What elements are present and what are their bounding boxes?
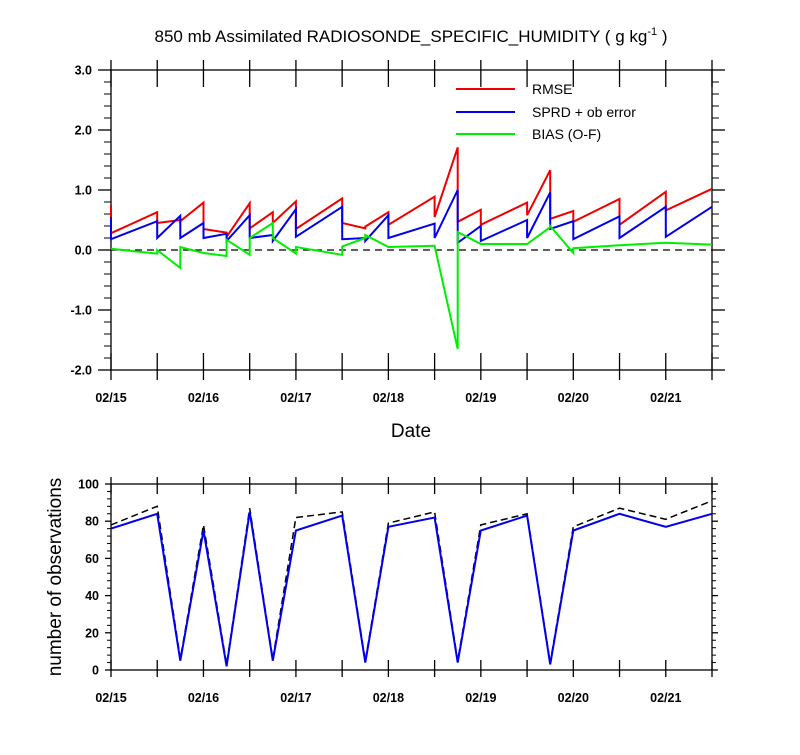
series-line-possible — [110, 500, 713, 665]
y-tick-label: -2.0 — [70, 364, 92, 378]
y-tick-label: 0 — [92, 664, 99, 678]
x-tick-label: 02/20 — [558, 691, 589, 705]
y-tick-label: 2.0 — [75, 124, 92, 138]
x-tick-label: 02/20 — [558, 391, 589, 405]
y-tick-label: 3.0 — [75, 64, 92, 78]
x-tick-label: 02/19 — [465, 691, 496, 705]
legend-label: SPRD + ob error — [532, 104, 636, 120]
y-axis-title: number of observations — [45, 478, 66, 677]
legend-label: RMSE — [532, 81, 572, 97]
chart-title-units-superscript: -1 — [647, 26, 657, 38]
series-line-assimilated — [110, 511, 713, 667]
y-tick-label: 20 — [85, 626, 99, 640]
y-tick-label: 1.0 — [75, 184, 92, 198]
x-tick-label: 02/15 — [95, 391, 126, 405]
series-line-sprd-ob-error — [110, 189, 713, 245]
x-tick-label: 02/19 — [465, 391, 496, 405]
y-tick-label: 40 — [85, 589, 99, 603]
y-tick-label: 0.0 — [75, 244, 92, 258]
chart-title-close: ) — [657, 27, 667, 46]
x-tick-label: 02/18 — [373, 391, 404, 405]
x-tick-label: 02/21 — [650, 691, 681, 705]
chart-title: 850 mb Assimilated RADIOSONDE_SPECIFIC_H… — [155, 26, 668, 46]
chart-title-main: 850 mb Assimilated RADIOSONDE_SPECIFIC_H… — [155, 27, 648, 46]
bottom-chart-panel: 02/15 02/16 02/17 02/18 02/19 02/20 02/21 0 20 40… — [45, 477, 718, 705]
x-tick-label: 02/17 — [280, 391, 311, 405]
series-line-rmse — [110, 147, 713, 241]
x-tick-label: 02/16 — [188, 391, 219, 405]
top-chart-panel: 02/15 02/16 02/17 02/18 02/19 02/20 02/21 -2.0 -… — [70, 26, 725, 442]
x-tick-label: 02/21 — [650, 391, 681, 405]
y-tick-label: 60 — [85, 552, 99, 566]
plot-frame-bottom — [110, 483, 713, 671]
x-tick-label: 02/16 — [188, 691, 219, 705]
legend-label: BIAS (O-F) — [532, 126, 601, 142]
x-tick-label: 02/18 — [373, 691, 404, 705]
x-tick-label: 02/17 — [280, 691, 311, 705]
y-tick-label: 80 — [85, 515, 99, 529]
x-axis-title: Date — [391, 421, 431, 442]
series-line-bias-o-f — [110, 221, 713, 350]
y-tick-label: -1.0 — [70, 304, 92, 318]
x-tick-label: 02/15 — [95, 691, 126, 705]
y-tick-label: 100 — [78, 478, 99, 492]
